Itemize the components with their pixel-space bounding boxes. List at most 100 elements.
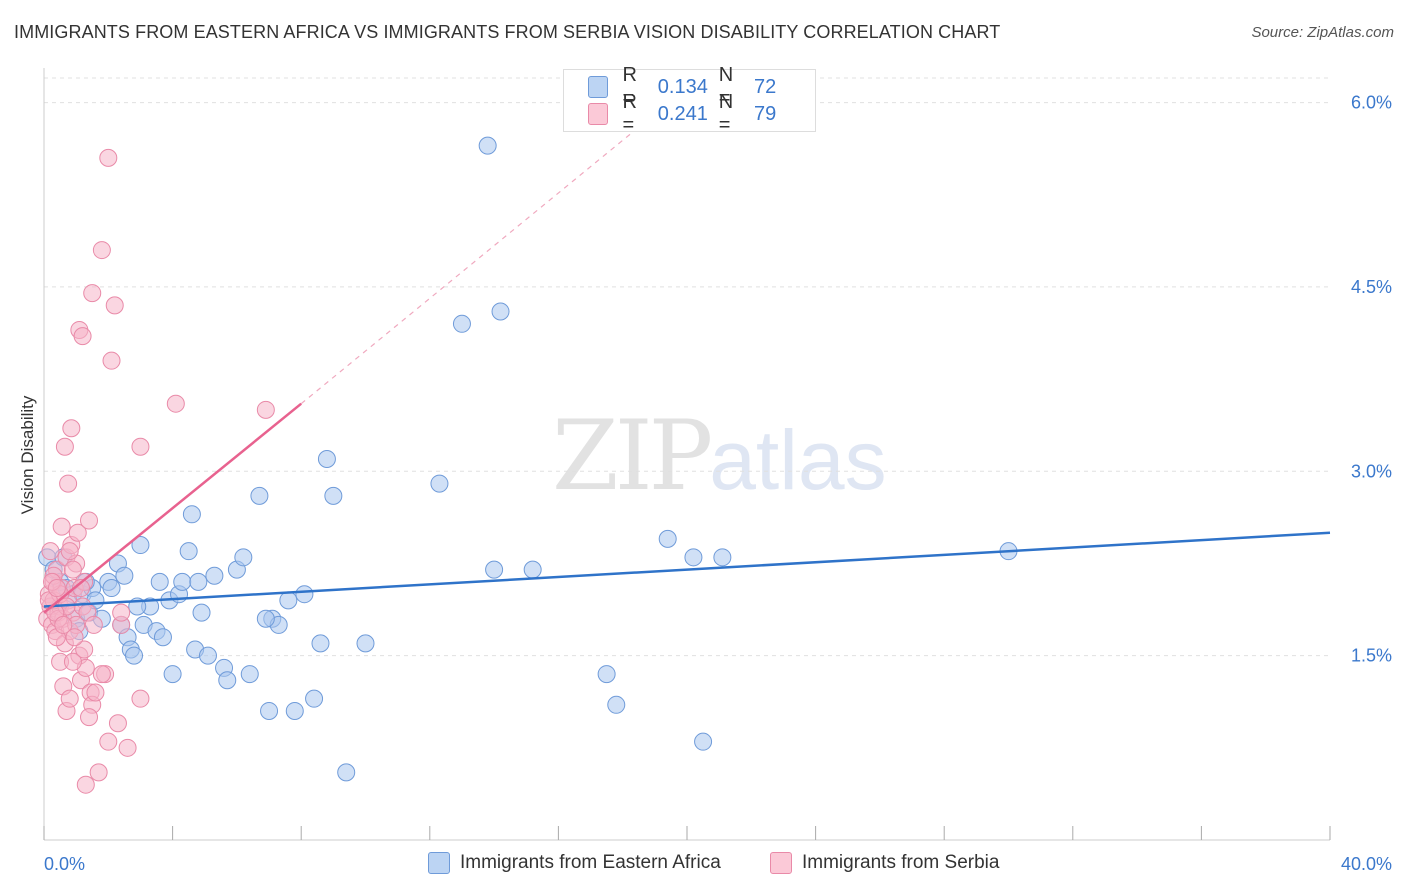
data-point-serbia [84, 615, 103, 634]
series-legend-eastern-africa: Immigrants from Eastern Africa [428, 852, 721, 874]
legend-row-serbia: R = 0.241 N = 79 [588, 91, 815, 136]
data-point-serbia [54, 615, 73, 634]
data-point-serbia [80, 708, 99, 727]
data-point-serbia [105, 296, 124, 315]
data-point-eastern-africa [694, 732, 713, 751]
stats-legend: R = 0.134 N = 72 R = 0.241 N = 79 [563, 64, 816, 136]
data-point-eastern-africa [205, 566, 224, 585]
series-legend-serbia: Immigrants from Serbia [770, 852, 999, 874]
series-swatch-blue [428, 852, 450, 874]
y-tick-label: 4.5% [1351, 277, 1392, 297]
data-point-eastern-africa [179, 542, 198, 561]
data-point-serbia [65, 628, 84, 647]
data-point-serbia [60, 542, 79, 561]
data-point-eastern-africa [324, 486, 343, 505]
data-point-serbia [89, 763, 108, 782]
y-tick-label: 1.5% [1351, 646, 1392, 666]
legend-r-label: R = [622, 64, 637, 109]
x-tick-label: 0.0% [44, 854, 85, 874]
data-point-serbia [62, 419, 81, 438]
data-point-eastern-africa [356, 634, 375, 653]
chart-title: IMMIGRANTS FROM EASTERN AFRICA VS IMMIGR… [14, 22, 1001, 42]
data-point-eastern-africa [115, 566, 134, 585]
data-point-serbia [256, 400, 275, 419]
y-tick-label: 6.0% [1351, 93, 1392, 113]
data-point-serbia [99, 732, 118, 751]
data-point-eastern-africa [311, 634, 330, 653]
data-point-serbia [76, 775, 95, 794]
data-point-serbia [68, 523, 87, 542]
data-point-eastern-africa [234, 548, 253, 567]
trendline-eastern-africa [43, 531, 1331, 608]
legend-r-value: 0.134 [657, 75, 708, 98]
series-swatch-pink [770, 852, 792, 874]
data-point-serbia [86, 683, 105, 702]
trendline-serbia-extension [300, 126, 640, 405]
legend-n-value: 72 [754, 75, 777, 98]
data-point-serbia [112, 603, 131, 622]
data-point-serbia [60, 689, 79, 708]
data-point-eastern-africa [317, 450, 336, 468]
data-point-eastern-africa [430, 474, 449, 493]
chart-source: Source: ZipAtlas.com [1251, 24, 1394, 41]
data-point-eastern-africa [125, 646, 144, 665]
legend-swatch-blue [588, 76, 609, 98]
legend-r-value: 0.241 [657, 102, 708, 125]
data-point-eastern-africa [305, 689, 324, 708]
data-point-eastern-africa [256, 609, 275, 628]
data-point-serbia [83, 284, 102, 303]
data-point-serbia [75, 640, 94, 659]
data-point-serbia [131, 437, 150, 456]
data-point-serbia [73, 327, 92, 346]
data-point-eastern-africa [198, 646, 217, 665]
data-point-serbia [92, 241, 111, 260]
legend-n-label: N = [718, 64, 734, 109]
data-point-eastern-africa [337, 763, 356, 782]
data-point-eastern-africa [260, 701, 279, 720]
data-point-serbia [108, 714, 127, 733]
data-point-serbia [47, 579, 66, 598]
data-point-eastern-africa [597, 665, 616, 684]
data-point-eastern-africa [279, 591, 298, 610]
data-point-serbia [99, 148, 118, 167]
watermark: ZIPatlas [552, 400, 887, 512]
data-point-eastern-africa [452, 314, 471, 333]
watermark-zip: ZIP [552, 400, 713, 512]
data-point-eastern-africa [240, 665, 259, 684]
data-point-serbia [102, 351, 121, 370]
y-tick-label: 3.0% [1351, 461, 1392, 481]
data-point-eastern-africa [173, 572, 192, 591]
data-point-serbia [63, 560, 82, 579]
data-point-serbia [166, 394, 185, 413]
data-point-serbia [55, 437, 74, 456]
data-point-eastern-africa [607, 695, 626, 714]
y-axis-label: Vision Disability [18, 395, 37, 515]
data-point-eastern-africa [713, 548, 732, 567]
data-point-serbia [41, 542, 60, 561]
data-point-serbia [131, 689, 150, 708]
data-point-eastern-africa [295, 585, 314, 604]
data-point-serbia [52, 517, 71, 536]
x-tick-label: 40.0% [1341, 854, 1392, 874]
data-point-serbia [59, 474, 78, 493]
data-point-eastern-africa [163, 665, 182, 684]
data-point-eastern-africa [153, 628, 172, 647]
legend-swatch-pink [588, 103, 609, 125]
data-point-serbia [80, 511, 99, 530]
data-point-eastern-africa [658, 529, 677, 548]
data-point-eastern-africa [218, 671, 237, 690]
data-point-eastern-africa [285, 701, 304, 720]
data-point-eastern-africa [182, 505, 201, 524]
data-point-serbia [63, 652, 82, 671]
data-point-eastern-africa [131, 536, 150, 555]
data-point-eastern-africa [102, 579, 121, 598]
data-point-serbia [92, 665, 111, 684]
data-point-eastern-africa [523, 560, 542, 579]
data-point-eastern-africa [192, 603, 211, 622]
data-point-eastern-africa [250, 486, 269, 505]
legend-row-eastern-africa: R = 0.134 N = 72 [588, 64, 815, 109]
data-point-eastern-africa [485, 560, 504, 579]
series-label-serbia: Immigrants from Serbia [802, 852, 1000, 873]
data-point-eastern-africa [684, 548, 703, 567]
